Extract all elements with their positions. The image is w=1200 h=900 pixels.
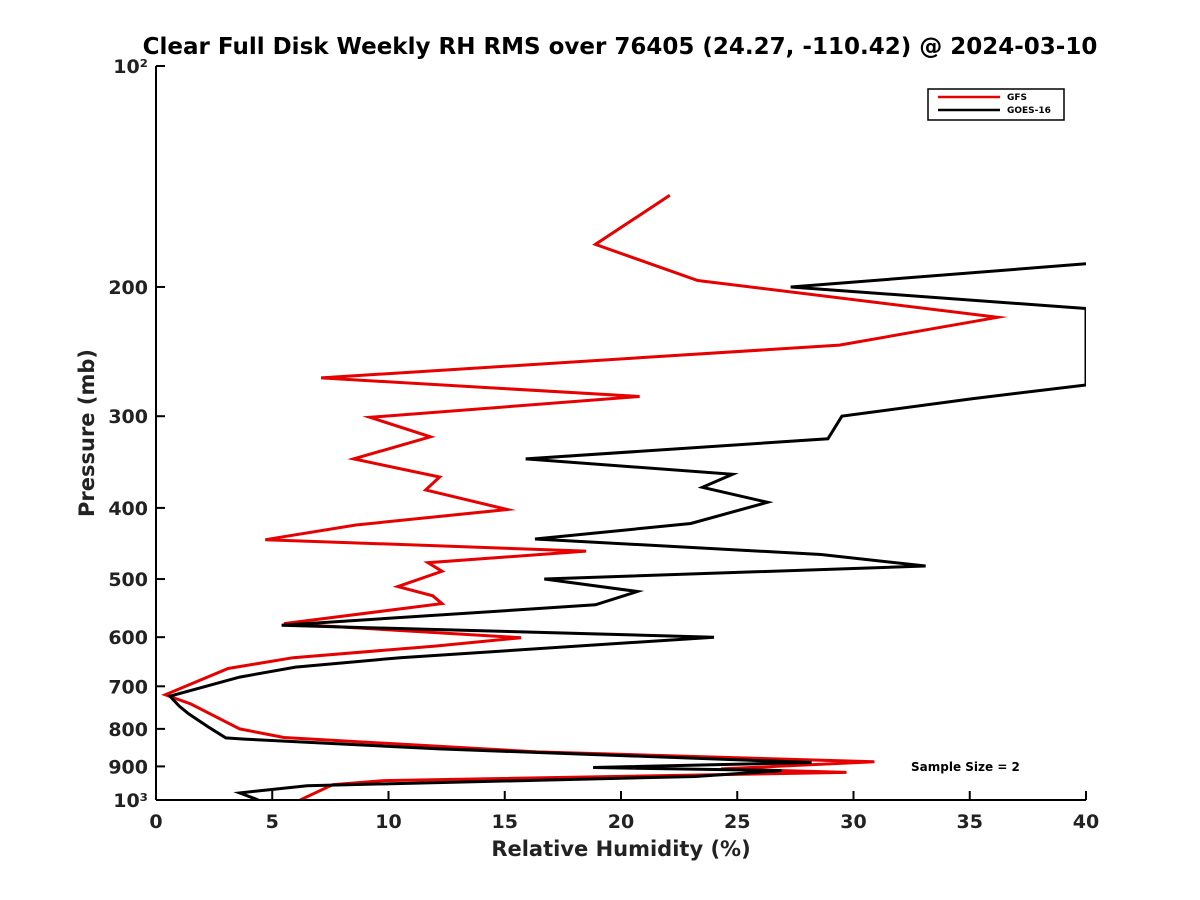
x-tick-label: 25 <box>724 811 750 833</box>
chart-title: Clear Full Disk Weekly RH RMS over 76405… <box>143 34 1098 60</box>
legend: GFS GOES-16 <box>927 88 1065 121</box>
x-tick-label: 30 <box>840 811 866 833</box>
x-tick-label: 35 <box>957 811 983 833</box>
y-tick-label: 600 <box>108 627 148 649</box>
series-line-gfs <box>161 194 1008 800</box>
y-tick-label: 200 <box>108 277 148 299</box>
legend-label-goes16: GOES-16 <box>1007 106 1051 116</box>
x-tick-label: 10 <box>375 811 401 833</box>
x-tick-label: 40 <box>1073 811 1099 833</box>
y-tick-label: 10³ <box>113 790 148 812</box>
x-tick-label: 15 <box>492 811 518 833</box>
x-axis-label: Relative Humidity (%) <box>491 837 750 861</box>
x-tick-label: 5 <box>266 811 279 833</box>
sample-size-annotation: Sample Size = 2 <box>911 760 1020 774</box>
legend-box <box>927 88 1065 121</box>
y-tick-label: 800 <box>108 719 148 741</box>
x-tick-label: 0 <box>149 811 162 833</box>
y-axis-label: Pressure (mb) <box>75 349 99 517</box>
y-tick-label: 400 <box>108 498 148 520</box>
y-tick-label: 900 <box>108 756 148 778</box>
legend-label-gfs: GFS <box>1007 93 1027 103</box>
x-tick-label: 20 <box>608 811 634 833</box>
series-line-goes16 <box>167 262 1086 800</box>
y-tick-label: 700 <box>108 676 148 698</box>
y-tick-label: 500 <box>108 569 148 591</box>
y-tick-label: 300 <box>108 406 148 428</box>
y-tick-label: 10² <box>113 56 148 78</box>
